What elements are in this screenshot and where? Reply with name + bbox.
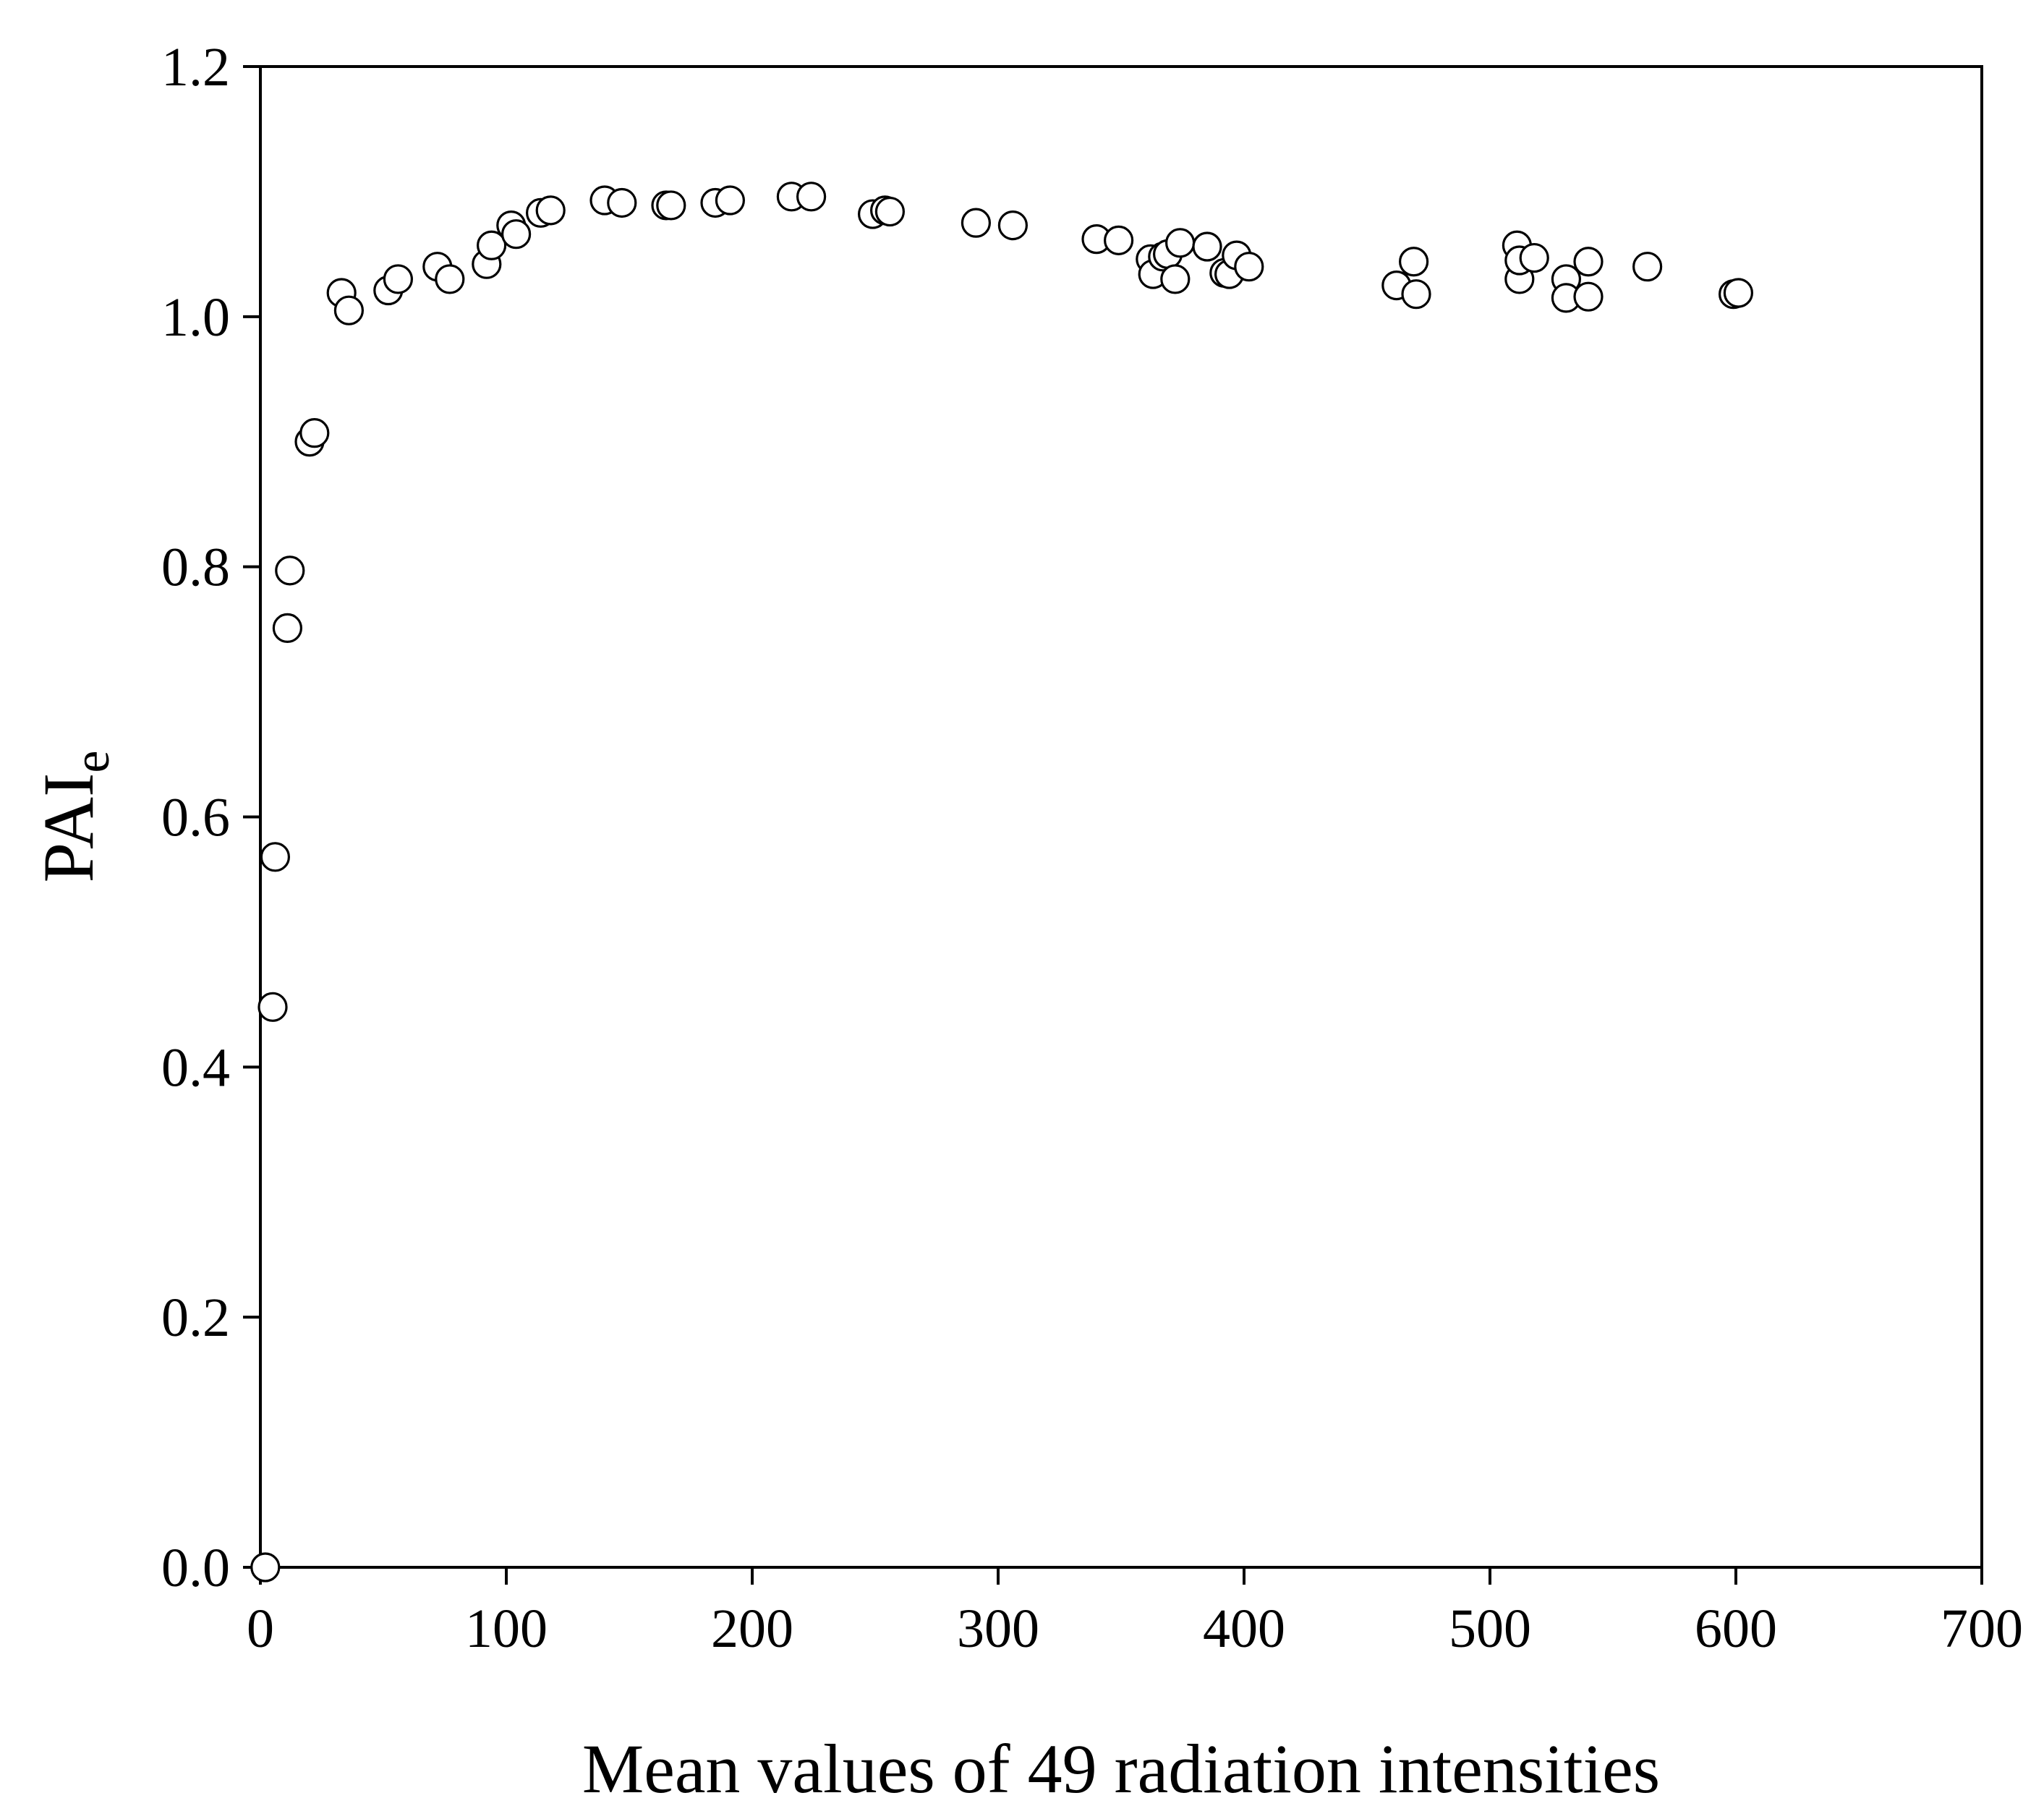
data-point [260,842,290,872]
data-point [656,190,686,221]
scatter-series [250,182,1753,1582]
x-axis-title: Mean values of 49 radiation intensities [582,1730,1660,1807]
x-tick-label: 600 [1695,1598,1777,1659]
x-tick-label: 700 [1941,1598,2023,1659]
data-point [333,295,364,325]
data-point [275,555,305,586]
x-tick-label: 200 [711,1598,793,1659]
y-tick-label: 0.4 [161,1037,230,1098]
y-tick-label: 0.0 [161,1538,230,1598]
y-tick-label: 1.0 [161,287,230,348]
data-point [997,210,1029,241]
y-axis: 0.0 0.2 0.4 0.6 0.8 1.0 1.2 [161,37,260,1598]
y-tick-label: 1.2 [161,37,230,98]
data-point [874,196,906,227]
data-point [272,613,302,643]
data-point [1573,281,1604,312]
y-axis-title: PAIe [28,750,120,882]
data-point [715,185,746,216]
data-point [257,992,288,1022]
data-point [1103,225,1134,255]
x-tick-label: 500 [1449,1598,1531,1659]
x-tick-label: 0 [247,1598,274,1659]
data-point [1398,247,1429,277]
data-point [383,264,414,294]
data-point [476,230,507,260]
data-point [961,208,992,238]
data-point [1573,247,1604,277]
data-point [501,219,532,250]
y-tick-label: 0.8 [161,537,230,598]
data-point [1632,252,1663,282]
y-axis-title-main: PAI [28,773,108,883]
y-axis-title-subscript: e [64,750,120,772]
data-point [250,1552,281,1582]
x-tick-label: 300 [957,1598,1039,1659]
y-tick-label: 0.6 [161,788,230,848]
data-point [535,195,566,226]
data-point [1164,228,1196,258]
x-tick-label: 400 [1203,1598,1285,1659]
data-point [607,187,637,218]
data-point [1519,242,1549,273]
x-tick-label: 100 [465,1598,548,1659]
x-axis: 0 100 200 300 400 500 600 700 [247,1567,2023,1659]
data-point [435,264,465,294]
data-point [1160,264,1191,294]
y-tick-label: 0.2 [161,1287,230,1348]
data-point [299,418,330,448]
data-point [1234,252,1264,282]
data-point [796,182,827,212]
data-point [1723,278,1753,308]
data-point [1401,279,1431,310]
data-point [1192,231,1222,262]
